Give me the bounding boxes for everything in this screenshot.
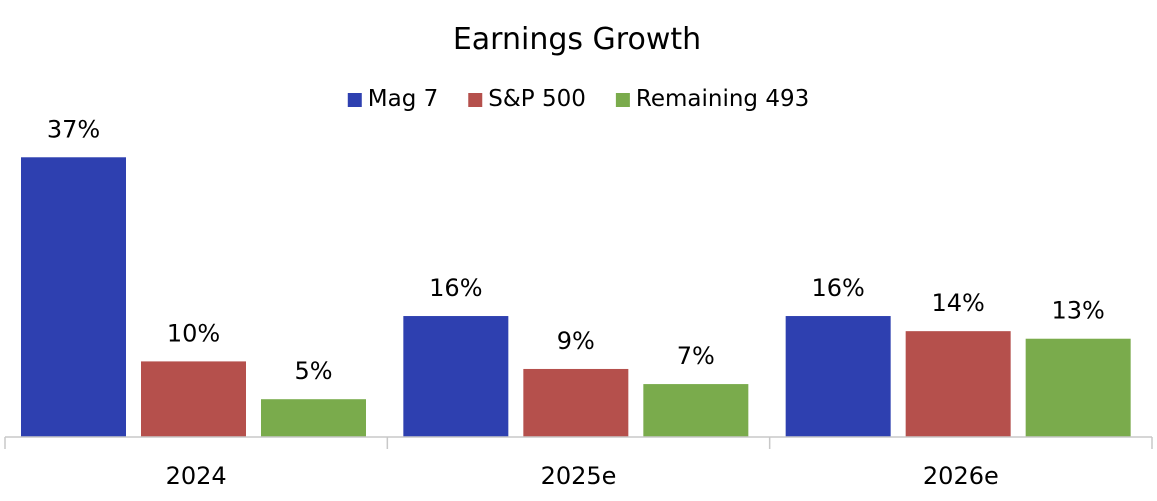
data-label-mag-7-2024: 37% — [47, 115, 100, 143]
data-labels-group: 37% 10% 5% 16% 9% 7% 16% 14% 13% — [47, 115, 1105, 385]
bar-mag-7-2024 — [21, 157, 126, 437]
legend: Mag 7 S&P 500 Remaining 493 — [347, 86, 809, 112]
data-label-s-p-500-2025e: 9% — [557, 327, 595, 355]
x-axis: 2024 2025e 2026e — [4, 436, 1153, 490]
legend-swatch-s-p-500 — [468, 93, 483, 107]
chart-title: Earnings Growth — [453, 22, 701, 57]
category-label-2026e: 2026e — [923, 462, 999, 490]
data-label-mag-7-2025e: 16% — [429, 274, 482, 302]
bar-mag-7-2026e — [785, 316, 891, 437]
legend-item-mag-7: Mag 7 — [347, 86, 438, 112]
data-label-mag-7-2026e: 16% — [811, 274, 864, 302]
data-label-s-p-500-2026e: 14% — [931, 289, 984, 317]
data-label-remaining-493-2026e: 13% — [1051, 297, 1104, 325]
bar-remaining-493-2024 — [261, 399, 366, 437]
category-label-2025e: 2025e — [541, 462, 617, 490]
legend-label-mag-7: Mag 7 — [368, 86, 438, 112]
bar-remaining-493-2026e — [1025, 338, 1131, 437]
legend-label-s-p-500: S&P 500 — [488, 86, 586, 112]
data-label-remaining-493-2025e: 7% — [677, 342, 715, 370]
legend-swatch-mag-7 — [347, 93, 362, 107]
legend-swatch-remaining-493 — [615, 93, 630, 107]
bar-mag-7-2025e — [403, 316, 509, 437]
bar-remaining-493-2025e — [643, 384, 749, 437]
bar-s-p-500-2024 — [141, 361, 246, 437]
data-label-remaining-493-2024: 5% — [294, 357, 332, 385]
bar-s-p-500-2025e — [523, 368, 629, 437]
legend-item-remaining-493: Remaining 493 — [615, 86, 809, 112]
category-label-2024: 2024 — [166, 462, 227, 490]
data-label-s-p-500-2024: 10% — [167, 319, 220, 347]
bars-group — [21, 157, 1131, 437]
bar-s-p-500-2026e — [905, 331, 1011, 437]
legend-label-remaining-493: Remaining 493 — [636, 86, 809, 112]
legend-item-s-p-500: S&P 500 — [468, 86, 586, 112]
